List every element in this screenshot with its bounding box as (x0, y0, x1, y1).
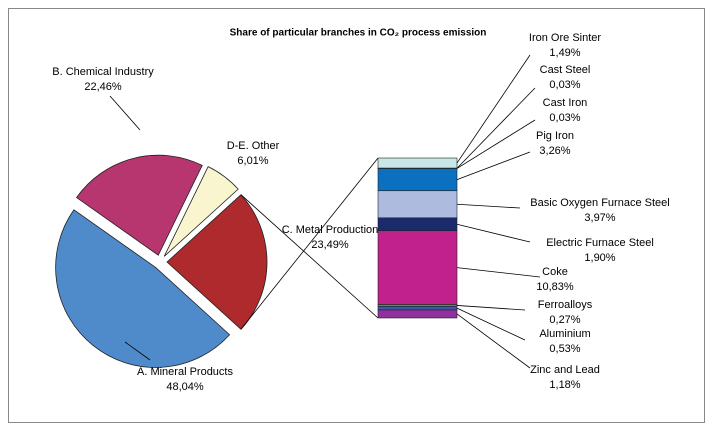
bar-segment (377, 168, 458, 192)
bar-segment (377, 309, 458, 319)
segment-label: Pig Iron (536, 130, 574, 142)
pie-slice (55, 209, 231, 368)
leader-line (456, 54, 531, 164)
bar-segment (377, 217, 458, 232)
bar-segment (377, 230, 458, 305)
segment-value-label: 0,27% (549, 314, 580, 326)
segment-value-label: 0,53% (549, 343, 580, 355)
slice-label: D-E. Other (227, 140, 280, 152)
segment-label: Coke (542, 266, 568, 278)
leader-line (456, 307, 526, 341)
leader-line (456, 305, 526, 311)
connector-line (240, 194, 379, 319)
connector-line (240, 157, 379, 330)
leader-line (456, 87, 536, 169)
leader-line (456, 203, 521, 209)
slice-value-label: 22,46% (84, 81, 122, 93)
pie-slice (76, 154, 203, 256)
bar-segment (377, 306, 458, 311)
bar-segment (377, 157, 458, 169)
chart-title: Share of particular branches in CO₂ proc… (230, 28, 487, 39)
segment-label: Cast Iron (543, 97, 588, 109)
segment-value-label: 1,49% (549, 47, 580, 59)
leader-line (456, 313, 531, 369)
slice-label: C. Metal Production (282, 224, 379, 236)
bar-segment (377, 190, 458, 219)
segment-value-label: 10,83% (536, 281, 574, 293)
segment-label: Electric Furnace Steel (546, 237, 654, 249)
slice-label: B. Chemical Industry (52, 66, 154, 78)
slice-value-label: 23,49% (311, 239, 349, 251)
segment-value-label: 3,97% (584, 212, 615, 224)
slice-value-label: 6,01% (237, 155, 268, 167)
segment-value-label: 0,03% (549, 112, 580, 124)
segment-value-label: 1,18% (549, 379, 580, 391)
segment-label: Zinc and Lead (530, 364, 600, 376)
leader-line (456, 223, 531, 243)
leader-line (456, 267, 541, 278)
segment-label: Aluminium (539, 328, 590, 340)
segment-label: Iron Ore Sinter (529, 32, 601, 44)
segment-label: Basic Oxygen Furnace Steel (530, 197, 669, 209)
segment-value-label: 0,03% (549, 79, 580, 91)
segment-value-label: 1,90% (584, 252, 615, 264)
segment-label: Ferroalloys (538, 299, 593, 311)
segment-value-label: 3,26% (539, 145, 570, 157)
slice-label: A. Mineral Products (137, 366, 233, 378)
leader-line (456, 151, 531, 181)
slice-value-label: 48,04% (166, 381, 204, 393)
leader-line (109, 95, 141, 131)
leader-line (124, 341, 151, 361)
segment-label: Cast Steel (540, 64, 591, 76)
leader-line (456, 119, 536, 169)
pie-slice (163, 166, 239, 257)
